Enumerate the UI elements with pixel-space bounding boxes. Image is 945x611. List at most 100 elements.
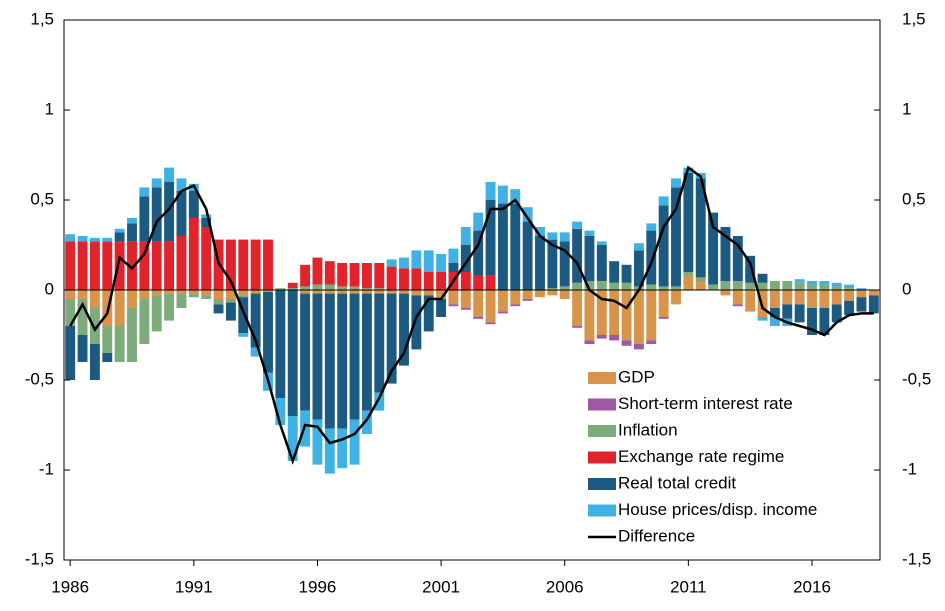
bar [460,245,471,272]
bar [485,200,496,276]
bar [324,261,335,285]
bar [151,241,162,290]
bar [77,236,88,242]
bar [139,196,150,242]
bar [349,290,360,294]
bar [324,293,335,429]
legend-label: GDP [618,367,655,386]
bar [683,173,694,272]
bar [361,288,372,290]
bar [510,203,521,290]
bar [139,241,150,290]
bar [386,293,397,384]
bar [399,293,409,366]
bar [497,185,508,204]
bar [324,284,335,290]
y2-tick-label: 1,5 [902,9,926,28]
bar [559,290,570,299]
bar [250,290,261,294]
bar [361,290,372,294]
legend-swatch [588,504,616,517]
y2-tick-label: 1 [902,99,911,118]
bar [65,241,76,290]
legend-label: Real total credit [618,473,736,492]
bar [436,254,447,272]
x-tick-label: 1986 [51,577,89,596]
y-tick-label: -1 [39,459,54,478]
bar [411,268,422,290]
bar [263,239,273,290]
bar [807,308,817,335]
bar [868,290,879,296]
bar [819,284,830,290]
bar [238,290,249,296]
bar [287,282,298,289]
bar [250,293,261,348]
bar [337,293,348,429]
bar [151,187,162,242]
bar [114,228,125,233]
bar [287,290,298,416]
bar [708,284,719,290]
bar [831,286,842,290]
y2-tick-label: 0,5 [902,189,926,208]
bar [300,293,311,411]
bar [213,299,224,305]
legend-swatch [588,478,616,490]
x-tick-label: 2011 [670,577,707,596]
bar [572,326,583,328]
bar [658,205,669,287]
bar [176,293,187,308]
legend-swatch [588,451,616,464]
bar [757,273,768,283]
bar [460,227,471,245]
bar [164,167,175,182]
bar [497,203,508,290]
bar [65,290,76,299]
y-tick-label: 1 [45,99,54,118]
bar [337,428,348,469]
bar [769,281,780,290]
bar [324,428,335,474]
bar [201,290,212,296]
bar [324,290,335,294]
bar [732,281,743,290]
bar [559,286,570,290]
bar [633,290,644,344]
bar [621,290,632,341]
bar [423,290,434,296]
bar [609,335,620,341]
bar [596,281,607,290]
bar [473,275,484,290]
bar [188,218,199,290]
bar [510,290,521,305]
bar [757,317,768,321]
bar [238,295,249,298]
bar [89,241,100,290]
x-tick-label: 2001 [422,577,460,596]
bar [423,272,434,290]
bar [695,281,706,290]
bar [522,299,533,301]
bar [188,293,199,298]
bar [683,275,694,290]
bar [844,288,855,290]
bar [164,182,175,242]
bar [844,284,855,289]
bar [794,290,805,305]
bar [300,286,311,290]
bar [473,230,484,276]
bar [436,272,447,290]
y2-tick-label: -1,5 [902,549,931,568]
bar [658,196,669,206]
bar [769,317,780,326]
bar [65,299,76,326]
bar [65,326,76,380]
bar [646,284,657,290]
bar [213,304,224,314]
bar [89,237,100,242]
bar [547,288,558,290]
y-tick-label: 0 [45,279,54,298]
bar [732,304,743,307]
bar [312,290,323,294]
